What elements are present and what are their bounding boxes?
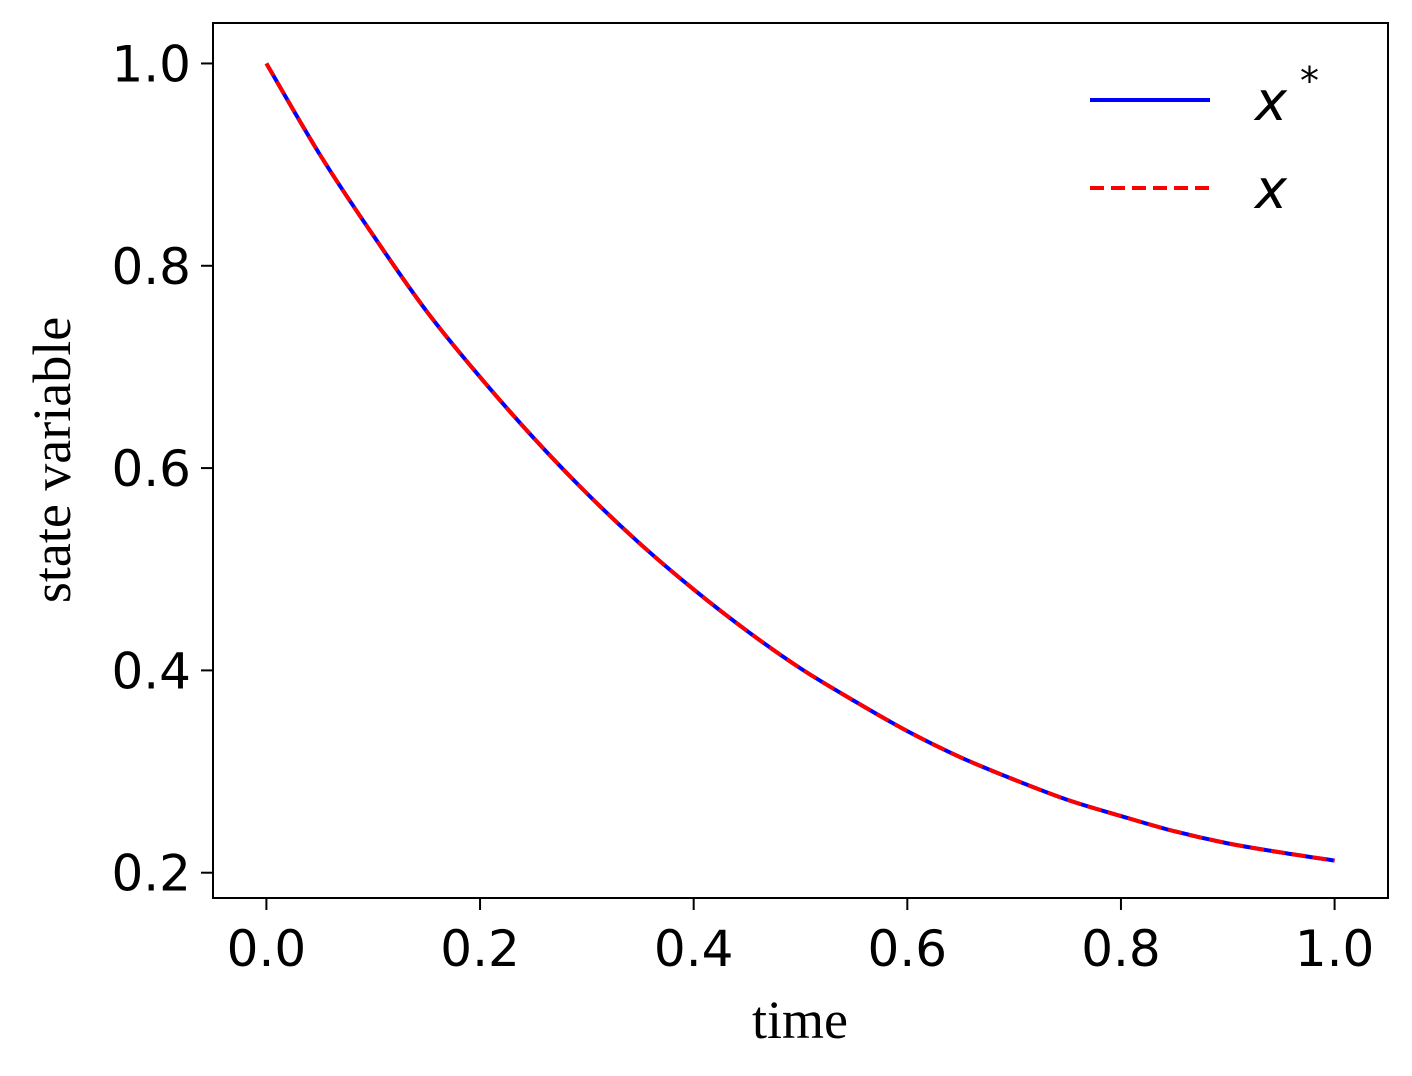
y-tick-label: 1.0 (111, 35, 191, 93)
legend-entry-superscript: * (1300, 59, 1319, 103)
x-tick-label: 1.0 (1295, 920, 1375, 978)
x-tick-label: 0.2 (440, 920, 520, 978)
series-layer (264, 62, 1335, 863)
series-line-x-star (264, 62, 1335, 863)
y-axis-ticks: 0.2 0.4 0.6 0.8 1.0 (111, 35, 213, 903)
y-tick-label: 0.2 (111, 845, 191, 903)
legend-entry-label: x (1253, 70, 1288, 133)
x-tick-label: 0.4 (654, 920, 734, 978)
series-line-x (264, 62, 1335, 863)
y-tick-label: 0.6 (111, 440, 191, 498)
x-tick-label: 0.6 (868, 920, 948, 978)
legend-entry-label: x (1253, 158, 1288, 221)
x-tick-label: 0.0 (227, 920, 307, 978)
plot-frame (212, 22, 1389, 899)
x-axis-ticks: 0.0 0.2 0.4 0.6 0.8 1.0 (227, 898, 1375, 978)
y-tick-label: 0.8 (111, 238, 191, 296)
x-tick-label: 0.8 (1081, 920, 1161, 978)
x-axis-label: time (752, 990, 848, 1050)
y-tick-label: 0.4 (111, 642, 191, 700)
y-axis-label: state variable (22, 317, 82, 603)
legend: x * x (1090, 59, 1319, 221)
